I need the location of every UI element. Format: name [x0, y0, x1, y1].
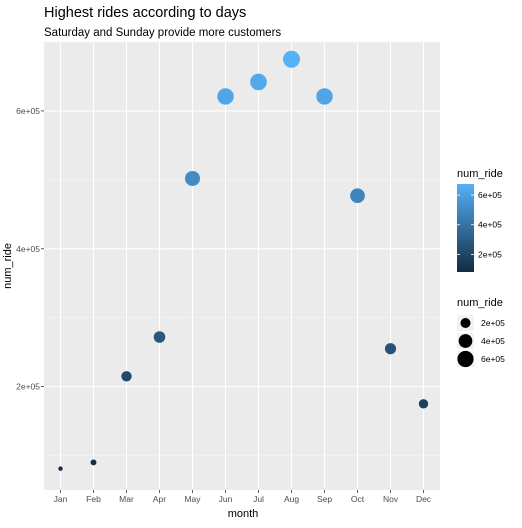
size-legend-title: num_ride	[457, 297, 503, 309]
x-tick-label: Aug	[284, 494, 299, 504]
data-point-feb	[91, 459, 97, 465]
data-point-aug	[283, 51, 300, 68]
size-legend-dot	[459, 334, 473, 348]
x-tick-label: May	[184, 494, 201, 504]
color-legend-label: 6e+05	[478, 190, 502, 200]
data-point-dec	[419, 399, 428, 408]
data-point-apr	[154, 331, 166, 343]
data-point-may	[185, 171, 200, 186]
color-legend-label: 2e+05	[478, 249, 502, 259]
panel-background	[44, 42, 440, 490]
data-point-sep	[316, 88, 332, 104]
x-tick-label: Apr	[153, 494, 166, 504]
x-axis-ticks: Jan Feb Mar Apr May Jun Jul Aug Sep Oct Nov Dec	[54, 490, 432, 504]
y-tick-label: 2e+05	[16, 382, 40, 392]
y-tick-label: 6e+05	[16, 106, 40, 116]
y-tick-label: 4e+05	[16, 244, 40, 254]
x-tick-label: Feb	[86, 494, 101, 504]
color-legend: num_ride 2e+05 4e+05 6e+05	[457, 168, 503, 272]
x-tick-label: Nov	[383, 494, 399, 504]
x-tick-label: Oct	[351, 494, 365, 504]
data-point-nov	[385, 343, 396, 354]
color-legend-title: num_ride	[457, 168, 503, 180]
y-axis-ticks: 2e+05 4e+05 6e+05	[16, 106, 44, 392]
data-point-jan	[58, 466, 62, 470]
size-legend-label: 4e+05	[481, 336, 505, 346]
color-legend-bar	[457, 184, 474, 272]
data-point-jul	[250, 74, 267, 91]
size-legend-label: 6e+05	[481, 354, 505, 364]
size-legend-dot	[457, 351, 473, 367]
plot-panel	[44, 42, 440, 490]
size-legend: num_ride 2e+05 4e+05 6e+05	[457, 297, 505, 367]
color-legend-label: 4e+05	[478, 220, 502, 230]
data-point-jun	[217, 88, 233, 104]
chart-title: Highest rides according to days	[44, 5, 246, 21]
x-tick-label: Mar	[119, 494, 134, 504]
size-legend-label: 2e+05	[481, 318, 505, 328]
size-legend-dot	[460, 318, 470, 328]
x-tick-label: Jun	[219, 494, 233, 504]
x-tick-label: Jul	[253, 494, 264, 504]
chart-subtitle: Saturday and Sunday provide more custome…	[44, 27, 281, 39]
x-axis-title: month	[228, 508, 259, 520]
data-point-oct	[350, 188, 365, 203]
x-tick-label: Dec	[416, 494, 432, 504]
data-point-mar	[121, 371, 131, 381]
x-tick-label: Sep	[317, 494, 332, 504]
x-tick-label: Jan	[54, 494, 68, 504]
y-axis-title: num_ride	[2, 243, 14, 289]
